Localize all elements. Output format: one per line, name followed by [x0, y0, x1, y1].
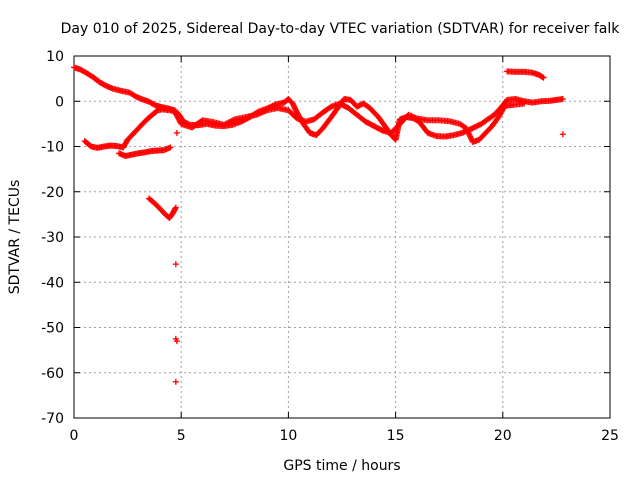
y-tick-label: -20 — [41, 185, 64, 201]
data-point — [173, 129, 180, 136]
y-tick-label: 10 — [46, 49, 64, 65]
series-isolated-points — [172, 129, 566, 385]
data-point — [559, 131, 566, 138]
y-tick-label: -50 — [41, 321, 64, 337]
series-track-e-high-segment — [504, 68, 547, 81]
data-point — [172, 204, 179, 211]
y-tick-label: -60 — [41, 366, 64, 382]
data-point — [521, 100, 528, 107]
x-tick-label: 0 — [70, 428, 79, 444]
y-tick-label: -40 — [41, 275, 64, 291]
axis-ticks: 0 5 10 15 20 25 10 0 -10 -20 -30 -40 -50 -60 -70 — [41, 49, 619, 444]
data-point — [172, 378, 179, 385]
x-axis-label: GPS time / hours — [283, 458, 400, 474]
series-track-b-rising-then-flat — [81, 100, 528, 151]
data-point — [230, 117, 237, 124]
x-tick-label: 10 — [279, 428, 297, 444]
x-tick-label: 5 — [177, 428, 186, 444]
y-axis-label: SDTVAR / TECUs — [7, 180, 23, 295]
data-point — [173, 338, 180, 345]
data-point — [539, 74, 546, 81]
data-point — [559, 95, 566, 102]
y-tick-label: -30 — [41, 230, 64, 246]
data-point — [172, 261, 179, 268]
x-tick-label: 20 — [494, 428, 512, 444]
data-point — [167, 144, 174, 151]
x-tick-label: 25 — [601, 428, 619, 444]
data-point — [540, 74, 547, 81]
data-points — [71, 64, 566, 385]
chart-title: Day 010 of 2025, Sidereal Day-to-day VTE… — [61, 21, 621, 37]
series-track-d-deep-dip — [146, 195, 179, 221]
y-tick-label: 0 — [55, 94, 64, 110]
x-tick-label: 15 — [387, 428, 405, 444]
series-track-c-low-segment — [116, 144, 174, 160]
y-tick-label: -10 — [41, 140, 64, 156]
series-track-a-descending-then-wave — [71, 64, 566, 143]
y-tick-label: -70 — [41, 411, 64, 427]
